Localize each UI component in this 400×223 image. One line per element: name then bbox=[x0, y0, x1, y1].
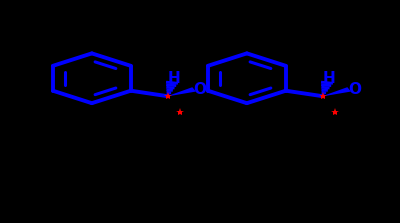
Text: H: H bbox=[322, 71, 335, 86]
Text: H: H bbox=[168, 71, 180, 86]
Polygon shape bbox=[168, 87, 196, 96]
Text: O: O bbox=[193, 82, 206, 97]
Text: O: O bbox=[348, 82, 361, 97]
Polygon shape bbox=[322, 87, 351, 96]
